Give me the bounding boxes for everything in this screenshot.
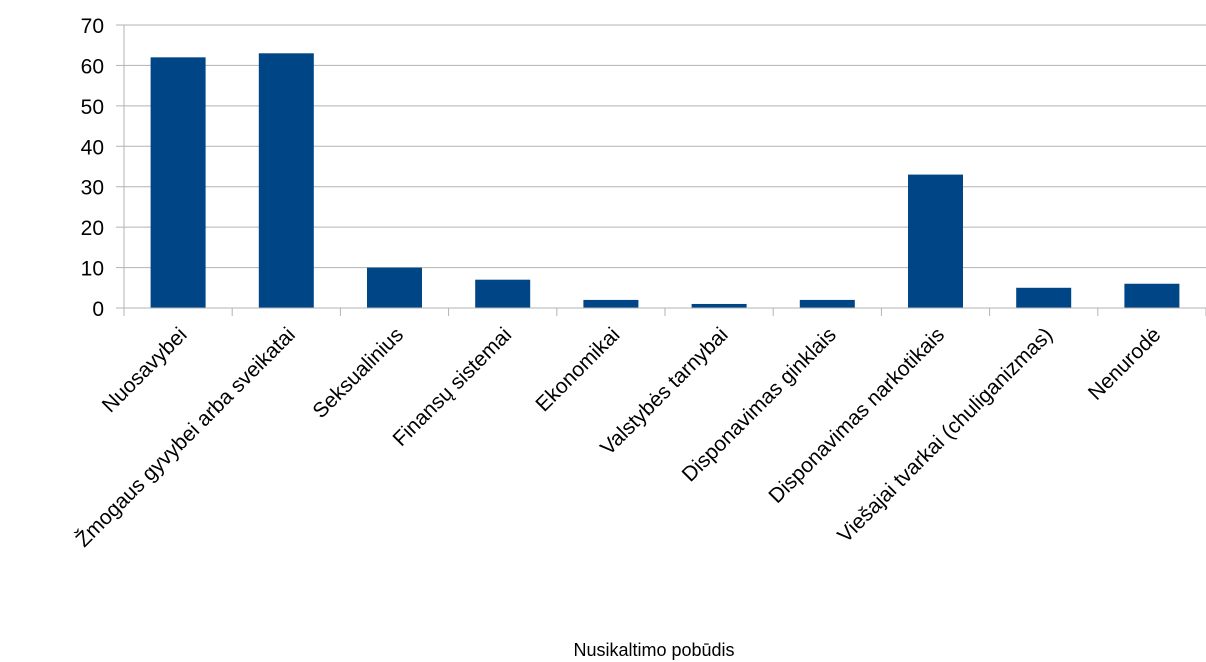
x-tick-label: Nenurodė (1084, 323, 1165, 404)
y-tick-label: 50 (81, 96, 104, 119)
y-tick-label: 0 (92, 298, 104, 321)
bar (150, 57, 206, 308)
x-axis-title: Nusikaltimo pobūdis (573, 640, 734, 660)
bar (1016, 287, 1072, 308)
bar-series (150, 53, 1180, 308)
x-tick-label: Žmogaus gyvybei arba sveikatai (71, 323, 299, 551)
bar (475, 279, 531, 308)
y-tick-label: 60 (81, 55, 104, 78)
bar (691, 303, 747, 308)
y-tick-label: 20 (81, 217, 104, 240)
axes (116, 24, 1206, 316)
bar (367, 267, 422, 308)
bar (799, 299, 855, 308)
y-tick-label: 70 (81, 15, 104, 38)
x-tick-label: Viešajai tvarkai (chuliganizmas) (833, 323, 1057, 547)
x-tick-label: Seksualinius (308, 323, 408, 423)
bar (583, 299, 639, 308)
x-tick-label: Finansų sistemai (389, 323, 517, 451)
x-tick-label: Ekonomikai (531, 323, 624, 416)
x-tick-label: Disponavimas narkotikais (764, 323, 949, 508)
y-tick-labels: 0 10 20 30 40 50 60 70 (81, 15, 104, 321)
x-tick-label: Nuosavybei (98, 323, 192, 417)
bar (258, 53, 314, 308)
y-tick-label: 10 (81, 258, 104, 281)
bar (908, 174, 963, 308)
y-tick-label: 40 (81, 136, 104, 159)
bar (1124, 283, 1180, 308)
y-tick-label: 30 (81, 177, 104, 200)
